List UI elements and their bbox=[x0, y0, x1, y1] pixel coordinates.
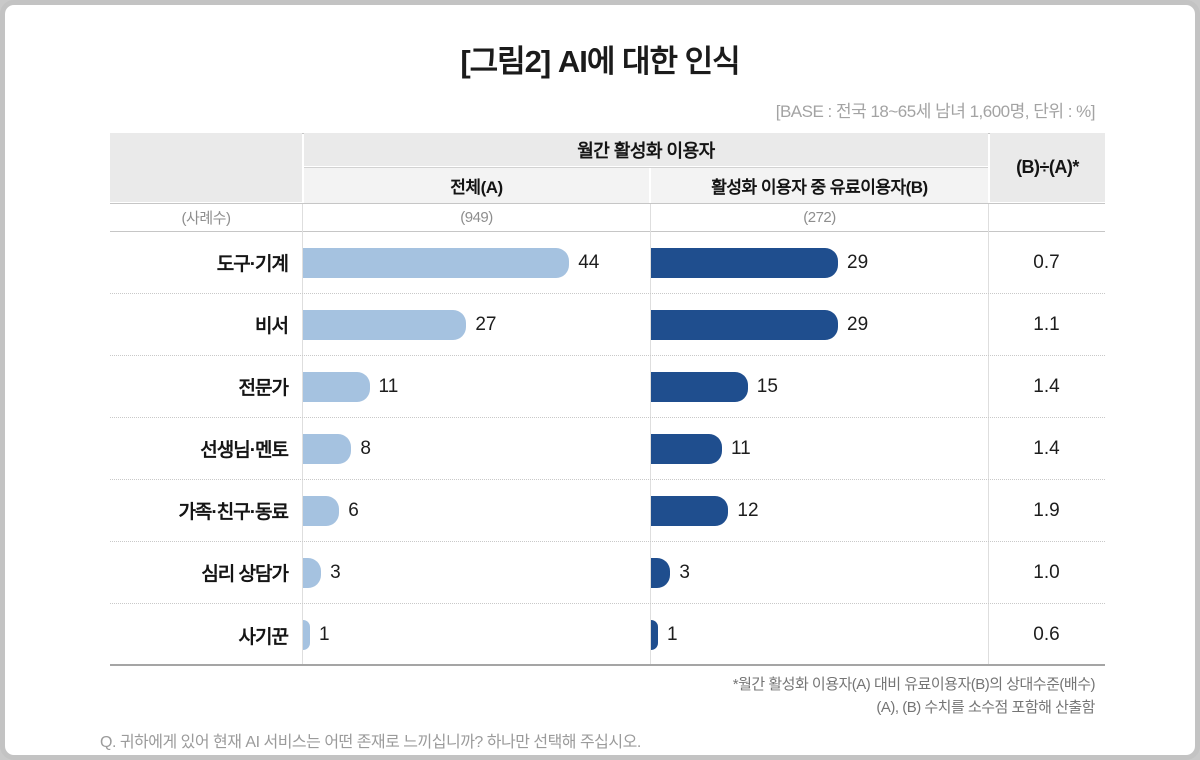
ratio-value: 1.4 bbox=[1033, 437, 1060, 459]
bar-paid-b bbox=[651, 371, 748, 402]
bar-total-a bbox=[303, 371, 370, 402]
header-paid-b: 활성화 이용자 중 유료이용자(B) bbox=[651, 168, 988, 203]
row-label: 도구·기계 bbox=[216, 254, 289, 275]
header-total-a: 전체(A) bbox=[304, 168, 649, 203]
figure-title: [그림2] AI에 대한 인식 bbox=[460, 44, 740, 79]
column-divider-2 bbox=[650, 204, 651, 664]
footnotes: *월간 활성화 이용자(A) 대비 유료이용자(B)의 상대수준(배수) (A)… bbox=[732, 673, 1096, 719]
bar-total-a bbox=[303, 247, 570, 278]
row-label: 심리 상담가 bbox=[201, 564, 289, 585]
bar-cell-paid-b: 11 bbox=[651, 418, 988, 479]
table-row: 비서 27 29 1.1 bbox=[110, 294, 1105, 356]
table-row: 선생님·멘토 8 11 1.4 bbox=[110, 418, 1105, 480]
column-divider-3 bbox=[988, 204, 989, 664]
bar-total-a bbox=[303, 557, 322, 588]
case-count-label: (사례수) bbox=[181, 210, 231, 227]
bar-paid-b-value: 29 bbox=[847, 313, 869, 335]
row-label: 전문가 bbox=[238, 378, 289, 399]
bar-paid-b bbox=[651, 495, 729, 526]
ratio-value: 1.4 bbox=[1033, 375, 1060, 397]
ratio-value: 0.7 bbox=[1033, 251, 1060, 273]
bar-cell-paid-b: 3 bbox=[651, 542, 988, 603]
table-row: 사기꾼 1 1 0.6 bbox=[110, 604, 1105, 666]
bar-paid-b-value: 29 bbox=[847, 251, 869, 273]
bar-paid-b bbox=[651, 620, 658, 650]
bar-cell-total-a: 44 bbox=[303, 232, 649, 293]
header-ratio: (B)÷(A)* bbox=[990, 133, 1105, 202]
bar-paid-b bbox=[651, 247, 839, 278]
bar-total-a-value: 1 bbox=[319, 624, 330, 645]
ratio-value: 0.6 bbox=[1033, 624, 1060, 645]
bar-total-a bbox=[303, 620, 310, 650]
bar-cell-total-a: 8 bbox=[303, 418, 649, 479]
bar-paid-b-value: 1 bbox=[667, 624, 678, 645]
header-corner-cell bbox=[110, 133, 302, 202]
header-bottom-border bbox=[110, 203, 1105, 204]
header-group-separator bbox=[304, 167, 988, 168]
bar-cell-total-a: 1 bbox=[303, 604, 649, 666]
table-row: 도구·기계 44 29 0.7 bbox=[110, 232, 1105, 294]
bar-paid-b bbox=[651, 557, 671, 588]
row-label: 사기꾼 bbox=[238, 626, 289, 648]
bar-cell-total-a: 3 bbox=[303, 542, 649, 603]
case-row-bottom-border bbox=[110, 231, 1105, 232]
bar-cell-total-a: 27 bbox=[303, 294, 649, 355]
bar-total-a-value: 6 bbox=[348, 499, 359, 521]
table-rows: 도구·기계 44 29 0.7 비서 27 29 1.1 전문가 11 1 bbox=[110, 232, 1105, 666]
bar-total-a bbox=[303, 433, 352, 464]
bar-paid-b bbox=[651, 433, 722, 464]
bar-paid-b-value: 3 bbox=[679, 561, 690, 583]
footnote-line-1: *월간 활성화 이용자(A) 대비 유료이용자(B)의 상대수준(배수) bbox=[732, 676, 1096, 693]
column-divider-1 bbox=[302, 204, 303, 664]
bar-paid-b-value: 15 bbox=[756, 375, 778, 397]
case-count-b: (272) bbox=[803, 209, 836, 226]
table-row: 전문가 11 15 1.4 bbox=[110, 356, 1105, 418]
footnote-line-2: (A), (B) 수치를 소수점 포함해 산출함 bbox=[876, 699, 1095, 716]
case-count-a: (949) bbox=[460, 209, 493, 226]
table-bottom-border bbox=[110, 664, 1105, 666]
bar-cell-total-a: 6 bbox=[303, 480, 649, 541]
bar-paid-b-value: 11 bbox=[730, 437, 751, 459]
ratio-value: 1.9 bbox=[1033, 499, 1060, 521]
bar-cell-paid-b: 29 bbox=[651, 232, 988, 293]
row-label: 가족·친구·동료 bbox=[178, 502, 289, 523]
table-row: 가족·친구·동료 6 12 1.9 bbox=[110, 480, 1105, 542]
bar-total-a bbox=[303, 309, 467, 340]
bar-cell-paid-b: 29 bbox=[651, 294, 988, 355]
bar-cell-paid-b: 1 bbox=[651, 604, 988, 666]
bar-paid-b-value: 12 bbox=[737, 499, 759, 521]
survey-question: Q. 귀하에게 있어 현재 AI 서비스는 어떤 존재로 느끼십니까? 하나만 … bbox=[100, 734, 641, 751]
ratio-value: 1.0 bbox=[1033, 561, 1060, 583]
bar-total-a-value: 44 bbox=[578, 251, 600, 273]
table-row: 심리 상담가 3 3 1.0 bbox=[110, 542, 1105, 604]
bar-total-a-value: 3 bbox=[330, 561, 341, 583]
header-group-cell: 월간 활성화 이용자 bbox=[304, 133, 988, 166]
bar-total-a-value: 27 bbox=[475, 313, 497, 335]
bar-cell-paid-b: 15 bbox=[651, 356, 988, 417]
bar-total-a bbox=[303, 495, 340, 526]
case-count-row: (사례수) (949) (272) bbox=[110, 204, 1105, 231]
bar-total-a-value: 11 bbox=[378, 375, 399, 397]
bar-paid-b bbox=[651, 309, 839, 340]
bar-cell-total-a: 11 bbox=[303, 356, 649, 417]
base-note: [BASE : 전국 18~65세 남녀 1,600명, 단위 : %] bbox=[775, 102, 1096, 121]
bar-total-a-value: 8 bbox=[360, 437, 371, 459]
row-label: 비서 bbox=[255, 316, 289, 337]
row-label: 선생님·멘토 bbox=[200, 440, 289, 461]
perception-table: 월간 활성화 이용자 전체(A) 활성화 이용자 중 유료이용자(B) (B)÷… bbox=[110, 133, 1105, 667]
bar-cell-paid-b: 12 bbox=[651, 480, 988, 541]
ratio-value: 1.1 bbox=[1033, 313, 1060, 335]
